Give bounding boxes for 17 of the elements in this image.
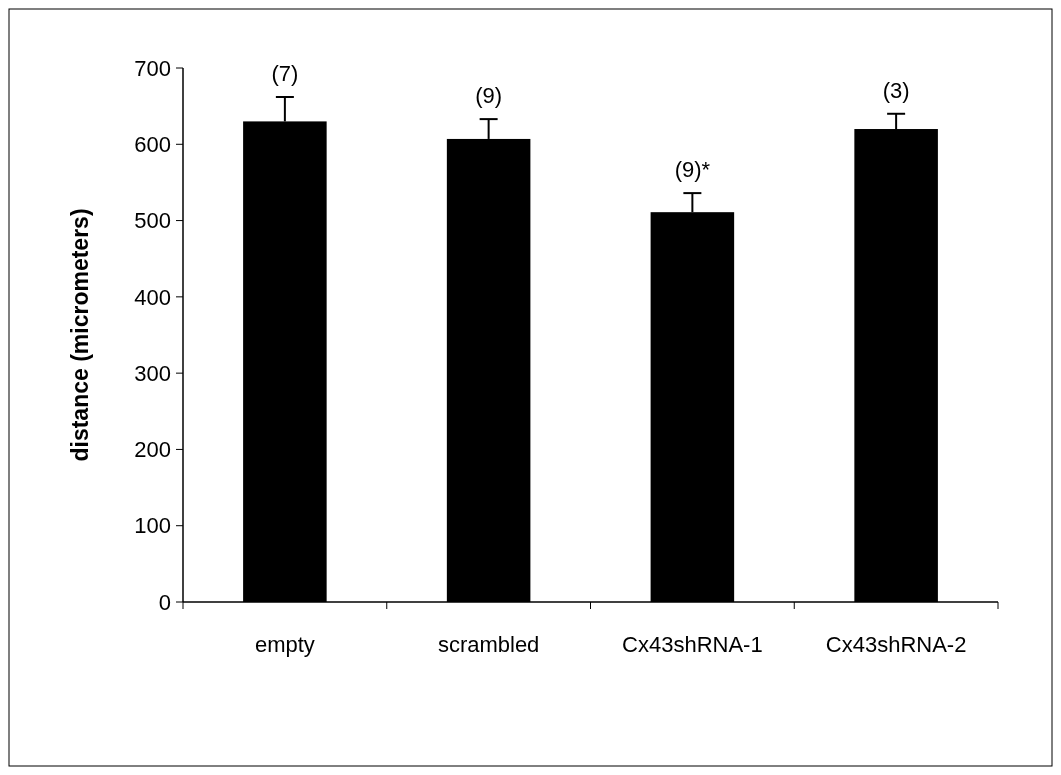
y-tick-label: 500 (134, 208, 171, 234)
annotation: (3) (882, 77, 910, 103)
y-tick-label: 0 (158, 589, 171, 615)
y-tick-label: 100 (134, 513, 171, 539)
y-tick-label: 200 (134, 437, 171, 463)
annotation: (9)* (674, 157, 711, 183)
x-tick-label: Cx43shRNA-2 (825, 632, 967, 657)
y-tick-label: 300 (134, 360, 171, 386)
y-axis-title: distance (micrometers) (67, 208, 93, 462)
x-tick-label: empty (254, 632, 315, 657)
x-tick-label: scrambled (437, 632, 540, 657)
y-tick-label: 400 (134, 284, 171, 310)
annotation: (9) (475, 83, 503, 109)
y-tick-label: 700 (134, 55, 171, 81)
annotation: (7) (271, 60, 299, 86)
x-tick-label: Cx43shRNA-1 (622, 632, 763, 657)
y-tick-label: 600 (134, 131, 171, 157)
